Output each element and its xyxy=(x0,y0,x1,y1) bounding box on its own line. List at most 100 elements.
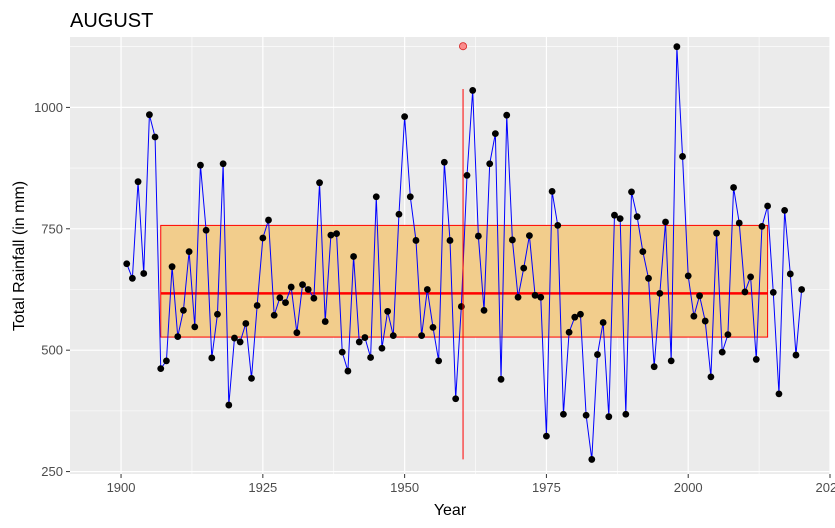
data-point xyxy=(769,289,777,296)
data-point xyxy=(577,310,584,318)
data-point xyxy=(151,133,159,141)
data-point xyxy=(758,222,766,230)
data-point xyxy=(361,334,369,341)
data-point xyxy=(752,356,760,363)
y-axis-title: Total Rainfall (in mm) xyxy=(11,181,28,331)
data-point xyxy=(730,184,737,191)
data-point xyxy=(372,193,380,201)
data-point xyxy=(344,367,352,375)
data-point xyxy=(282,299,289,306)
data-point xyxy=(735,219,743,227)
chart-title: AUGUST xyxy=(70,10,153,32)
data-point xyxy=(667,357,675,365)
data-point xyxy=(452,395,460,403)
outlier-point xyxy=(459,42,468,51)
data-point xyxy=(463,171,471,179)
data-point xyxy=(440,158,448,166)
data-point xyxy=(594,351,601,358)
x-tick-label: 2000 xyxy=(674,480,703,495)
data-point xyxy=(134,178,142,186)
data-point xyxy=(140,270,148,277)
data-point xyxy=(191,323,199,331)
data-points xyxy=(123,43,806,463)
data-point xyxy=(599,319,607,326)
data-point xyxy=(338,348,346,356)
data-point xyxy=(724,331,732,339)
data-point xyxy=(628,188,635,196)
data-point xyxy=(457,303,465,310)
data-point xyxy=(304,286,312,293)
data-point xyxy=(265,216,272,224)
data-point xyxy=(446,237,454,244)
data-point xyxy=(214,310,221,318)
data-point xyxy=(718,348,726,356)
data-point xyxy=(168,263,176,271)
data-point xyxy=(185,248,193,256)
data-point xyxy=(367,354,374,361)
data-point xyxy=(554,221,562,229)
data-point xyxy=(225,401,233,409)
data-point xyxy=(253,302,261,309)
data-point xyxy=(491,130,499,138)
data-point xyxy=(378,344,386,352)
data-point xyxy=(701,317,709,325)
data-point xyxy=(798,286,806,293)
data-point xyxy=(639,248,647,256)
data-point xyxy=(707,373,715,381)
data-point xyxy=(747,273,754,281)
data-point xyxy=(616,215,624,222)
data-point xyxy=(645,274,652,282)
data-point xyxy=(123,260,131,268)
x-axis-title: Year xyxy=(434,502,467,519)
data-point xyxy=(531,291,539,299)
data-point xyxy=(656,289,664,297)
data-point xyxy=(662,218,669,226)
data-point xyxy=(435,357,443,365)
data-point xyxy=(242,320,250,327)
x-tick-label: 1975 xyxy=(532,480,561,495)
data-point xyxy=(497,375,505,383)
data-point xyxy=(565,328,573,336)
data-point xyxy=(248,374,255,382)
data-point xyxy=(713,229,720,237)
x-axis: 1900 1925 1950 1975 2000 2025 xyxy=(107,474,835,495)
data-point xyxy=(208,354,216,362)
data-point xyxy=(611,211,618,219)
data-point xyxy=(696,292,703,300)
data-point xyxy=(486,160,494,168)
data-point xyxy=(543,432,550,440)
data-point xyxy=(333,230,340,238)
data-point xyxy=(650,363,658,371)
data-point xyxy=(684,272,692,280)
data-point xyxy=(197,161,204,169)
data-point xyxy=(792,351,800,359)
data-point xyxy=(605,413,613,421)
data-point xyxy=(157,365,165,373)
data-point xyxy=(293,329,301,337)
data-point xyxy=(474,232,482,240)
data-point xyxy=(406,193,414,201)
data-point xyxy=(321,318,329,325)
y-axis: 250 500 750 1000 xyxy=(34,100,70,479)
data-point xyxy=(287,283,295,291)
x-tick-label: 1900 xyxy=(107,480,136,495)
data-point xyxy=(423,286,431,293)
data-point xyxy=(231,334,238,342)
data-point xyxy=(350,253,357,260)
data-point xyxy=(327,231,335,239)
data-point xyxy=(128,274,136,282)
data-point xyxy=(786,270,794,278)
data-point xyxy=(180,306,187,314)
data-point xyxy=(418,332,426,340)
data-point xyxy=(469,87,477,94)
data-point xyxy=(741,288,749,296)
data-point xyxy=(310,294,318,302)
data-point xyxy=(679,153,686,160)
data-point xyxy=(355,338,363,346)
data-point xyxy=(299,281,306,289)
data-point xyxy=(259,234,267,242)
data-point xyxy=(202,226,210,234)
y-tick-label: 500 xyxy=(41,343,63,358)
data-point xyxy=(174,333,182,340)
